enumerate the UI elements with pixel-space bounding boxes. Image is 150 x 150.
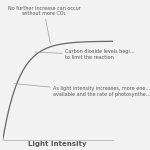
Text: As light intensity increases, more ene…
available and the rate of photosynthe…: As light intensity increases, more ene… …	[14, 84, 150, 97]
X-axis label: Light intensity: Light intensity	[28, 141, 87, 147]
Text: No further increase can occur
without more CO₂: No further increase can occur without mo…	[8, 6, 80, 43]
Text: Carbon dioxide levels begi…
to limit the reaction: Carbon dioxide levels begi… to limit the…	[35, 50, 135, 60]
